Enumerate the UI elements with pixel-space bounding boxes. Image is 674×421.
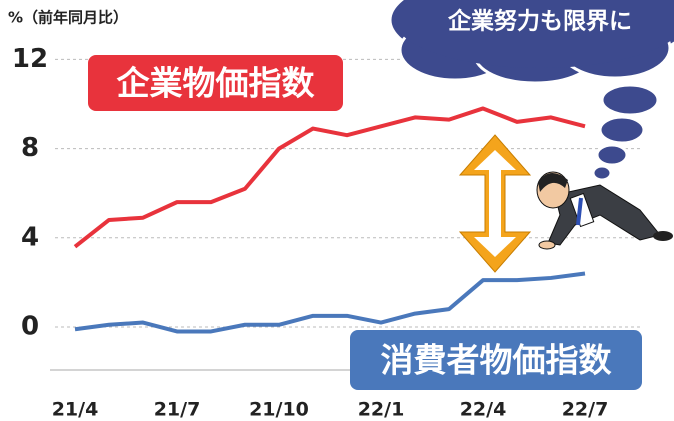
- chart: %（前年同月比） 0481221/421/721/1022/122/422/7 …: [0, 0, 674, 421]
- series-line: [75, 108, 585, 246]
- y-tick-label: 12: [12, 44, 48, 74]
- arrow-icon: [460, 135, 530, 272]
- x-tick-label: 21/7: [154, 399, 201, 421]
- x-tick-label: 21/10: [249, 399, 309, 421]
- x-tick-label: 22/1: [358, 399, 405, 421]
- legend-label: 消費者物価指数: [381, 341, 613, 380]
- y-tick-label: 0: [21, 312, 39, 342]
- x-tick-label: 21/4: [52, 399, 99, 421]
- y-tick-label: 4: [21, 222, 39, 252]
- legend-label: 企業物価指数: [117, 64, 316, 103]
- series-line: [75, 273, 585, 331]
- plot: [75, 108, 585, 331]
- y-tick-label: 8: [21, 133, 39, 163]
- y-axis-label: %（前年同月比）: [8, 9, 128, 27]
- person-illustration: [537, 172, 673, 249]
- annotation: 企業努力も限界に: [447, 8, 632, 35]
- x-tick-label: 22/7: [562, 399, 609, 421]
- x-tick-label: 22/4: [460, 399, 507, 421]
